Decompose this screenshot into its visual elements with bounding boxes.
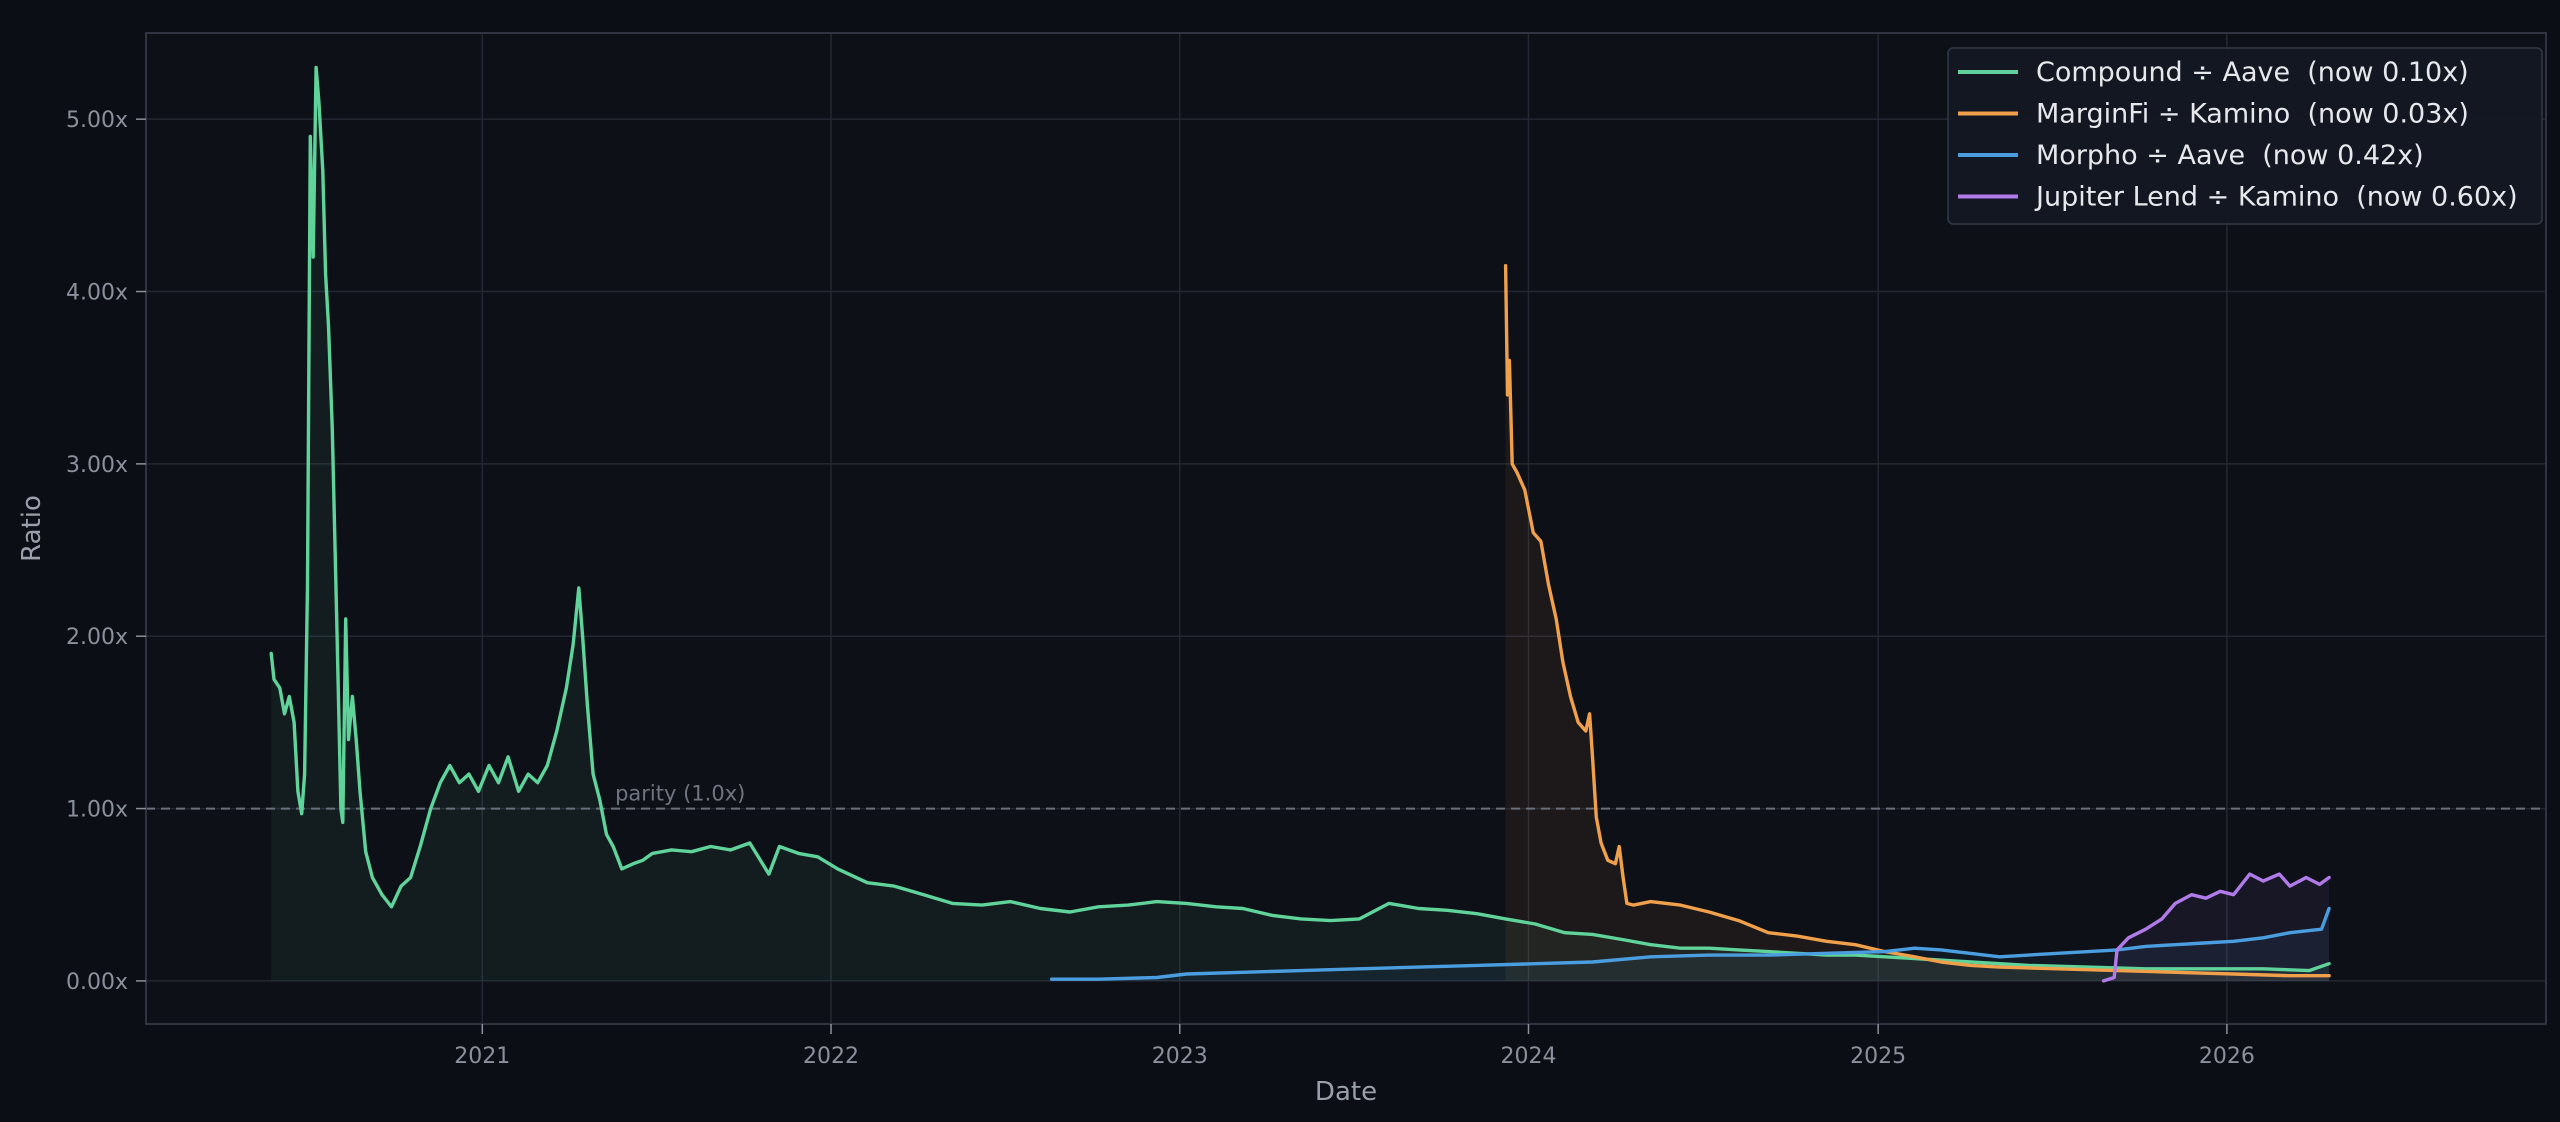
series-line-2 — [1050, 906, 2331, 981]
x-tick-label: 2021 — [454, 1044, 510, 1069]
x-tick-label: 2022 — [803, 1044, 859, 1069]
y-tick-label: 1.00x — [66, 798, 128, 823]
y-tick-label: 0.00x — [66, 970, 128, 995]
legend-label: MarginFi ÷ Kamino (now 0.03x) — [2036, 99, 2469, 130]
y-tick-label: 5.00x — [66, 108, 128, 133]
x-axis-title: Date — [1315, 1077, 1377, 1107]
legend-box — [1947, 47, 2543, 225]
y-axis-title: Ratio — [17, 495, 47, 562]
legend-label: Morpho ÷ Aave (now 0.42x) — [2036, 140, 2424, 171]
grid-lines — [146, 33, 2546, 1024]
x-axis-ticks: 2021 2022 2023 2024 2025 2026 — [454, 1024, 2255, 1069]
series-fill-1 — [1505, 265, 2330, 981]
y-axis-ticks: 0.00x 1.00x 2.00x 3.00x 4.00x 5.00x — [66, 108, 146, 995]
series-line-1 — [1503, 264, 2331, 978]
x-tick-label: 2023 — [1152, 1044, 1208, 1069]
series-fill-3 — [2103, 874, 2330, 981]
legend: Compound ÷ Aave (now 0.10x) MarginFi ÷ Ka… — [1947, 47, 2543, 225]
plot-frame — [145, 32, 2547, 1025]
series-line-0 — [269, 65, 2331, 973]
x-tick-label: 2026 — [2199, 1044, 2255, 1069]
series-lines — [269, 65, 2331, 983]
y-tick-label: 2.00x — [66, 625, 128, 650]
legend-label: Compound ÷ Aave (now 0.10x) — [2036, 57, 2469, 88]
parity-reference: parity (1.0x) — [146, 782, 2546, 810]
legend-label: Jupiter Lend ÷ Kamino (now 0.60x) — [2034, 182, 2518, 213]
series-line-3 — [2101, 872, 2331, 983]
x-tick-label: 2025 — [1850, 1044, 1906, 1069]
parity-label: parity (1.0x) — [615, 782, 745, 806]
series-fill-0 — [271, 67, 2330, 981]
x-tick-label: 2024 — [1500, 1044, 1556, 1069]
y-tick-label: 4.00x — [66, 281, 128, 306]
y-tick-label: 3.00x — [66, 453, 128, 478]
